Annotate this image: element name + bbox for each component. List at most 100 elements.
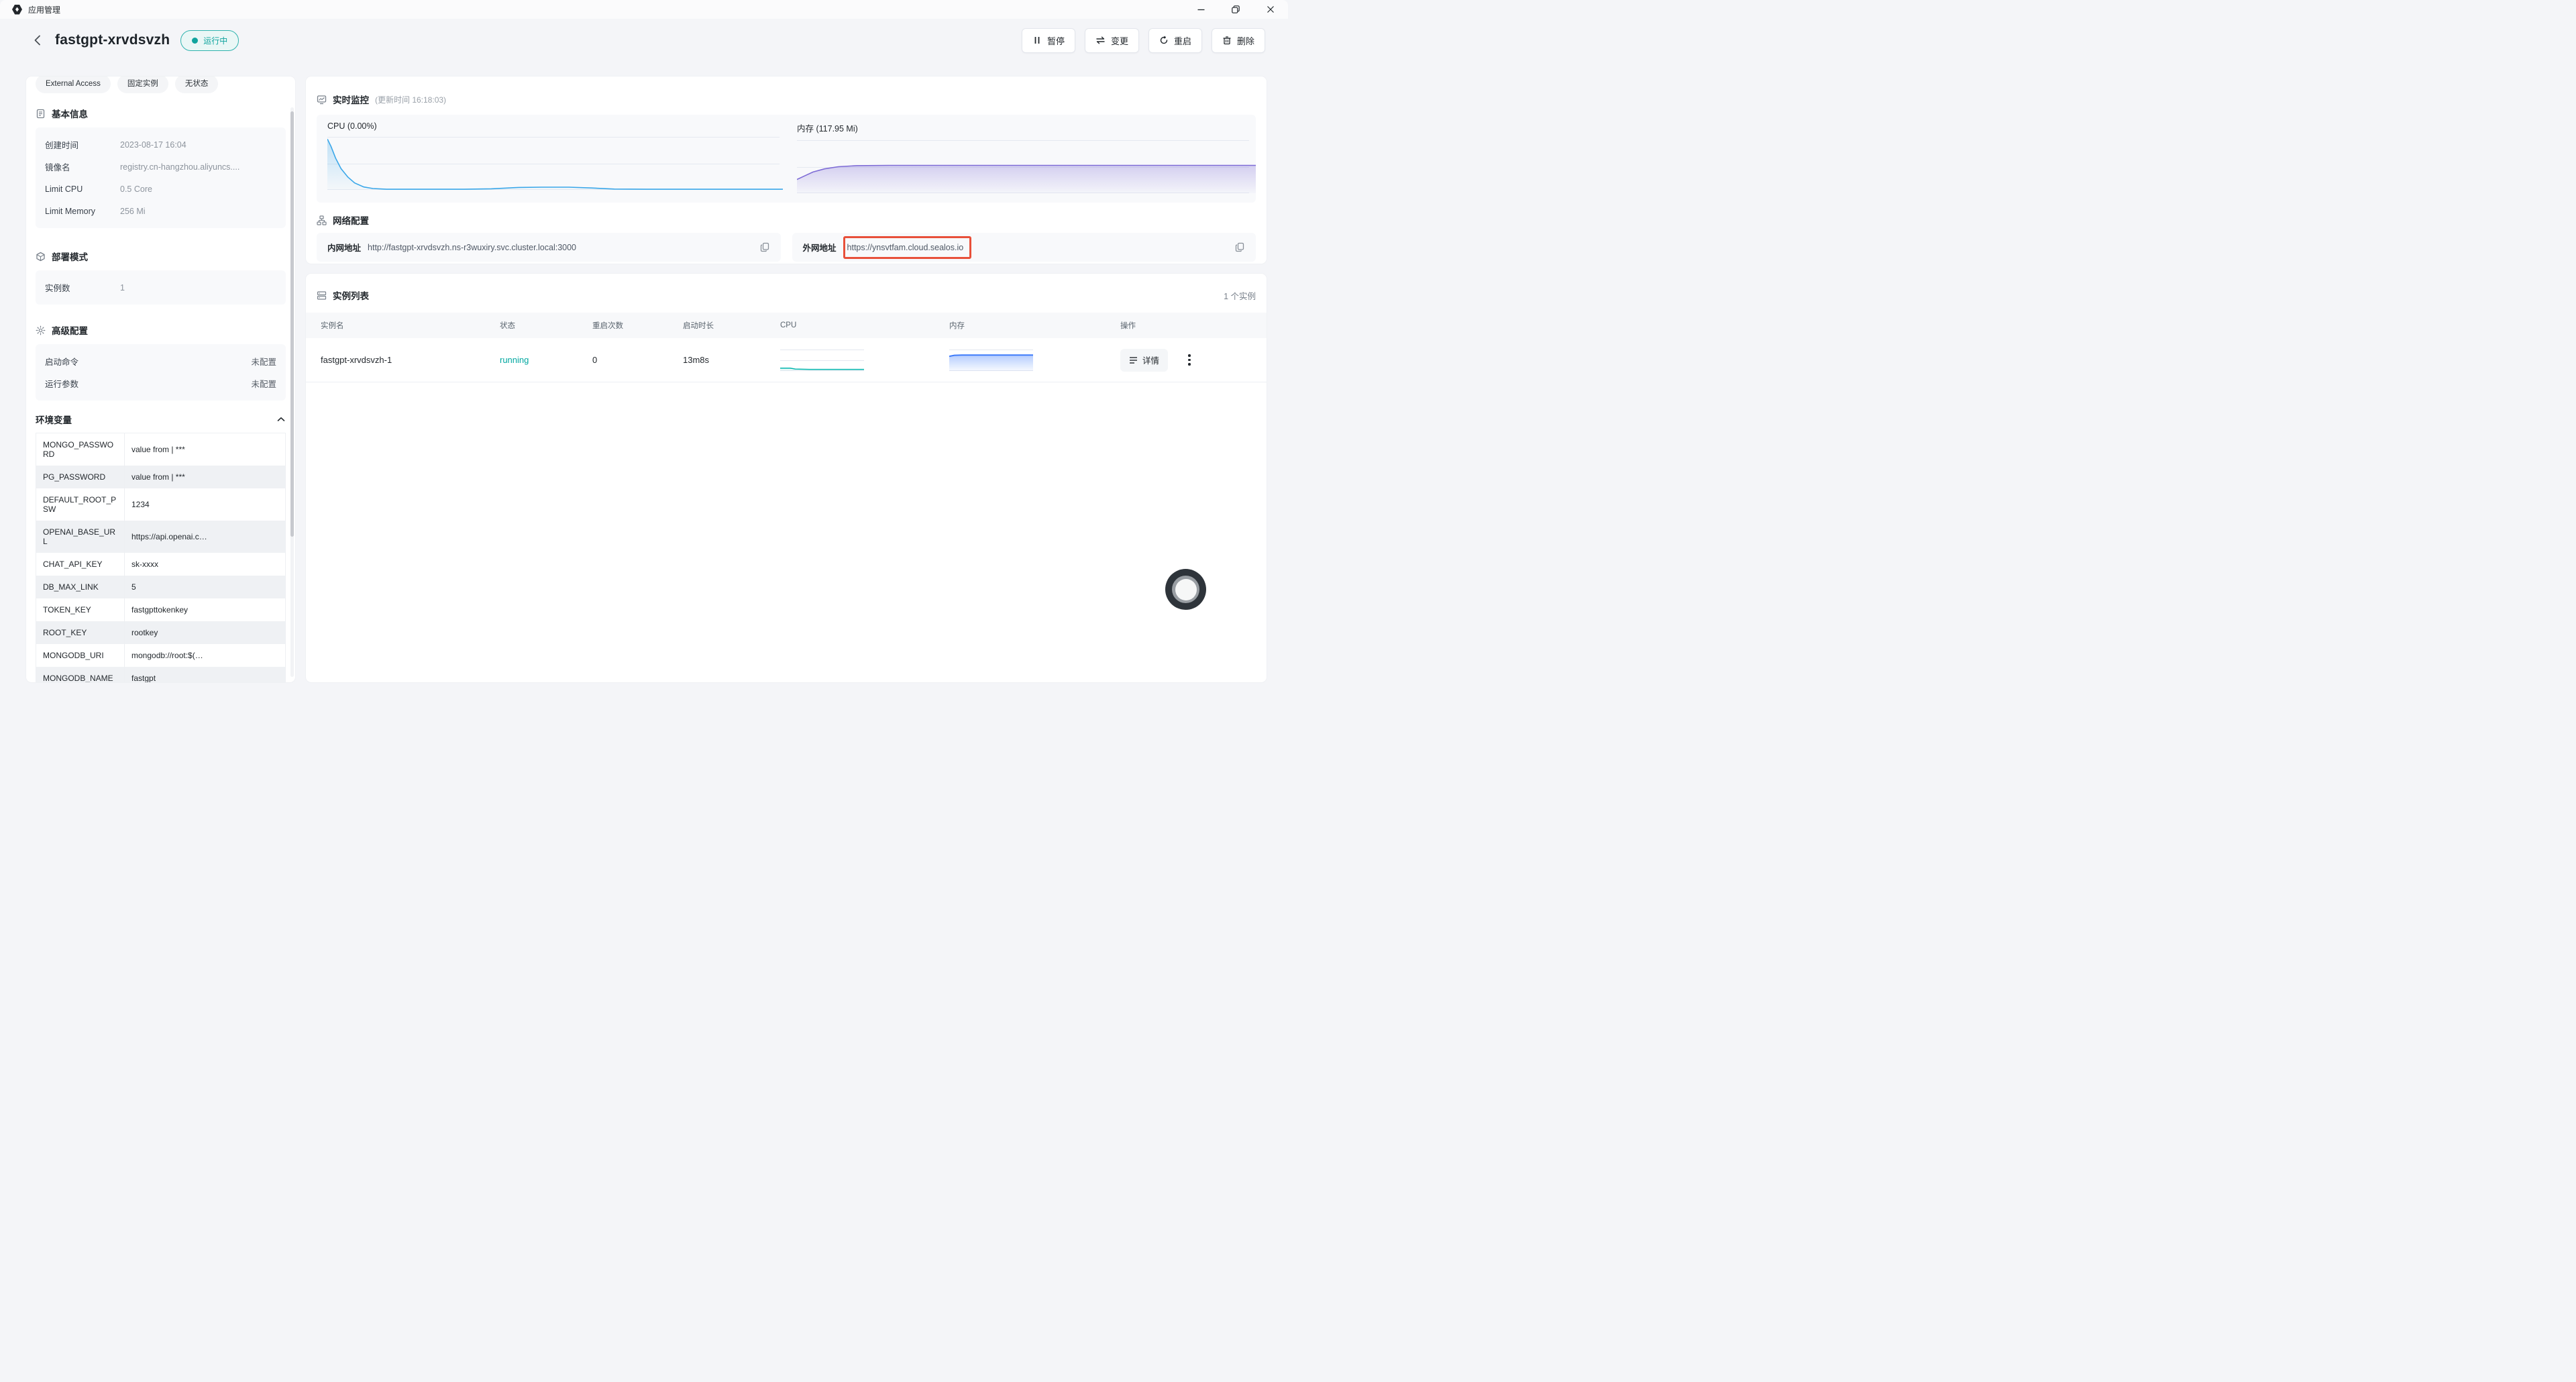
basic-info-title: 基本信息 [52, 109, 88, 119]
document-icon [36, 109, 45, 118]
col-restarts: 重启次数 [592, 322, 623, 330]
info-value: 未配置 [251, 380, 276, 389]
row-menu-dots-icon[interactable] [1185, 352, 1193, 368]
instance-memory-sparkline [949, 349, 1033, 371]
col-actions: 操作 [1120, 322, 1136, 330]
env-value: https://api.openai.c… [131, 532, 207, 541]
col-status: 状态 [500, 322, 515, 330]
status-label: 运行中 [203, 36, 228, 46]
close-button[interactable] [1265, 4, 1276, 15]
detail-label: 详情 [1142, 356, 1160, 366]
info-label: 运行参数 [45, 380, 79, 389]
env-vars-title: 环境变量 [36, 415, 72, 425]
sidebar-scrollbar-thumb[interactable] [290, 111, 294, 537]
realtime-monitor-title: 实时监控 [333, 95, 369, 105]
env-row: CHAT_API_KEY sk-xxxx [36, 553, 285, 576]
collapse-chevron-up-icon[interactable] [276, 416, 286, 423]
monitor-chart-icon [317, 95, 327, 104]
env-row: MONGODB_NAME fastgpt [36, 667, 285, 682]
advanced-config-box: 启动命令 未配置 运行参数 未配置 [36, 344, 286, 401]
restart-button[interactable]: 重启 [1148, 28, 1202, 53]
env-key: TOKEN_KEY [36, 598, 125, 621]
gridline [327, 137, 780, 138]
info-row: Limit CPU 0.5 Core [45, 178, 276, 200]
maximize-button[interactable] [1230, 4, 1241, 15]
env-value: value from | *** [131, 445, 185, 454]
realtime-monitor-header: 实时监控 (更新时间 16:18:03) [317, 76, 1256, 106]
deploy-mode-title: 部署模式 [52, 252, 88, 262]
col-name: 实例名 [321, 322, 344, 330]
info-label: 创建时间 [45, 141, 79, 150]
memory-monitor-plot [797, 140, 1256, 193]
info-value: 0.5 Core [120, 184, 152, 194]
info-value: 未配置 [251, 358, 276, 367]
info-label: 启动命令 [45, 358, 79, 367]
network-icon [317, 215, 327, 225]
pause-label: 暂停 [1046, 36, 1065, 46]
pause-button[interactable]: 暂停 [1021, 28, 1075, 53]
app-tags: External Access 固定实例 无状态 [36, 76, 286, 93]
env-key: CHAT_API_KEY [36, 553, 125, 576]
memory-spark-chart [949, 354, 1033, 371]
copy-icon[interactable] [1235, 242, 1245, 252]
gridline [780, 360, 864, 361]
info-label: 镜像名 [45, 163, 70, 172]
restart-icon [1160, 36, 1168, 44]
instance-list-card: 实例列表 1 个实例 实例名 状态 重启次数 启动时长 CPU 内存 操作 fa… [306, 274, 1267, 682]
env-row: TOKEN_KEY fastgpttokenkey [36, 598, 285, 621]
click-indicator-ring [1172, 576, 1199, 603]
env-row: OPENAI_BASE_URL https://api.openai.c… [36, 521, 285, 553]
basic-info-header: 基本信息 [36, 107, 286, 120]
env-row: MONGO_PASSWORD value from | *** [36, 433, 285, 466]
gear-icon [36, 325, 46, 335]
instance-status: running [500, 355, 529, 365]
change-button[interactable]: 变更 [1084, 28, 1139, 53]
info-value: registry.cn-hangzhou.aliyuncs.... [120, 162, 240, 172]
copy-icon[interactable] [760, 242, 770, 252]
click-indicator [1165, 569, 1206, 610]
click-indicator-core [1175, 578, 1197, 600]
env-vars-table: MONGO_PASSWORD value from | *** PG_PASSWO… [36, 433, 286, 682]
delete-button[interactable]: 删除 [1211, 28, 1265, 53]
info-value: 256 Mi [120, 206, 146, 216]
info-row: 实例数 1 [45, 276, 276, 299]
external-address-url[interactable]: https://ynsvtfam.cloud.sealos.io [847, 242, 964, 252]
col-uptime: 启动时长 [683, 322, 714, 330]
network-config-header: 网络配置 [317, 213, 1256, 227]
env-value: mongodb://root:$(… [131, 651, 203, 660]
minimize-button[interactable] [1195, 4, 1206, 15]
env-value: value from | *** [131, 472, 185, 482]
info-row: 启动命令 未配置 [45, 350, 276, 372]
env-value: rootkey [131, 628, 158, 637]
detail-button[interactable]: 详情 [1120, 348, 1169, 372]
window-titlebar: 应用管理 [0, 0, 1288, 19]
col-cpu: CPU [780, 321, 797, 329]
cube-icon [36, 252, 45, 261]
instance-name: fastgpt-xrvdsvzh-1 [321, 355, 392, 365]
col-memory: 内存 [949, 322, 965, 330]
info-label: 实例数 [45, 284, 70, 293]
instance-table-row: fastgpt-xrvdsvzh-1 running 0 13m8s [306, 338, 1267, 382]
info-row: 运行参数 未配置 [45, 372, 276, 394]
cpu-monitor-chart [327, 138, 783, 190]
env-value: fastgpttokenkey [131, 605, 189, 615]
internal-address-label: 内网地址 [327, 244, 362, 253]
info-row: 创建时间 2023-08-17 16:04 [45, 134, 276, 156]
monitor-panel: CPU (0.00%) 内存 (117.95 Mi) [317, 115, 1256, 203]
env-key: MONGODB_URI [36, 644, 125, 667]
back-button[interactable] [31, 34, 44, 47]
app-window: 应用管理 fastgpt-xrvdsvzh 运行中 暂停 [0, 0, 1288, 691]
deploy-mode-header: 部署模式 [36, 250, 286, 263]
env-row: DEFAULT_ROOT_PSW 1234 [36, 488, 285, 521]
advanced-config-header: 高级配置 [36, 323, 286, 337]
page-header: fastgpt-xrvdsvzh 运行中 暂停 变更 重启 删除 [0, 19, 1288, 62]
window-controls [1195, 4, 1276, 15]
list-icon [317, 290, 327, 300]
annotation-highlight-box: https://ynsvtfam.cloud.sealos.io [843, 235, 972, 259]
trash-icon [1223, 36, 1231, 45]
env-key: DB_MAX_LINK [36, 576, 125, 598]
change-label: 变更 [1110, 36, 1128, 46]
info-label: Limit CPU [45, 184, 83, 194]
deploy-mode-box: 实例数 1 [36, 270, 286, 305]
external-address-label: 外网地址 [802, 244, 837, 253]
